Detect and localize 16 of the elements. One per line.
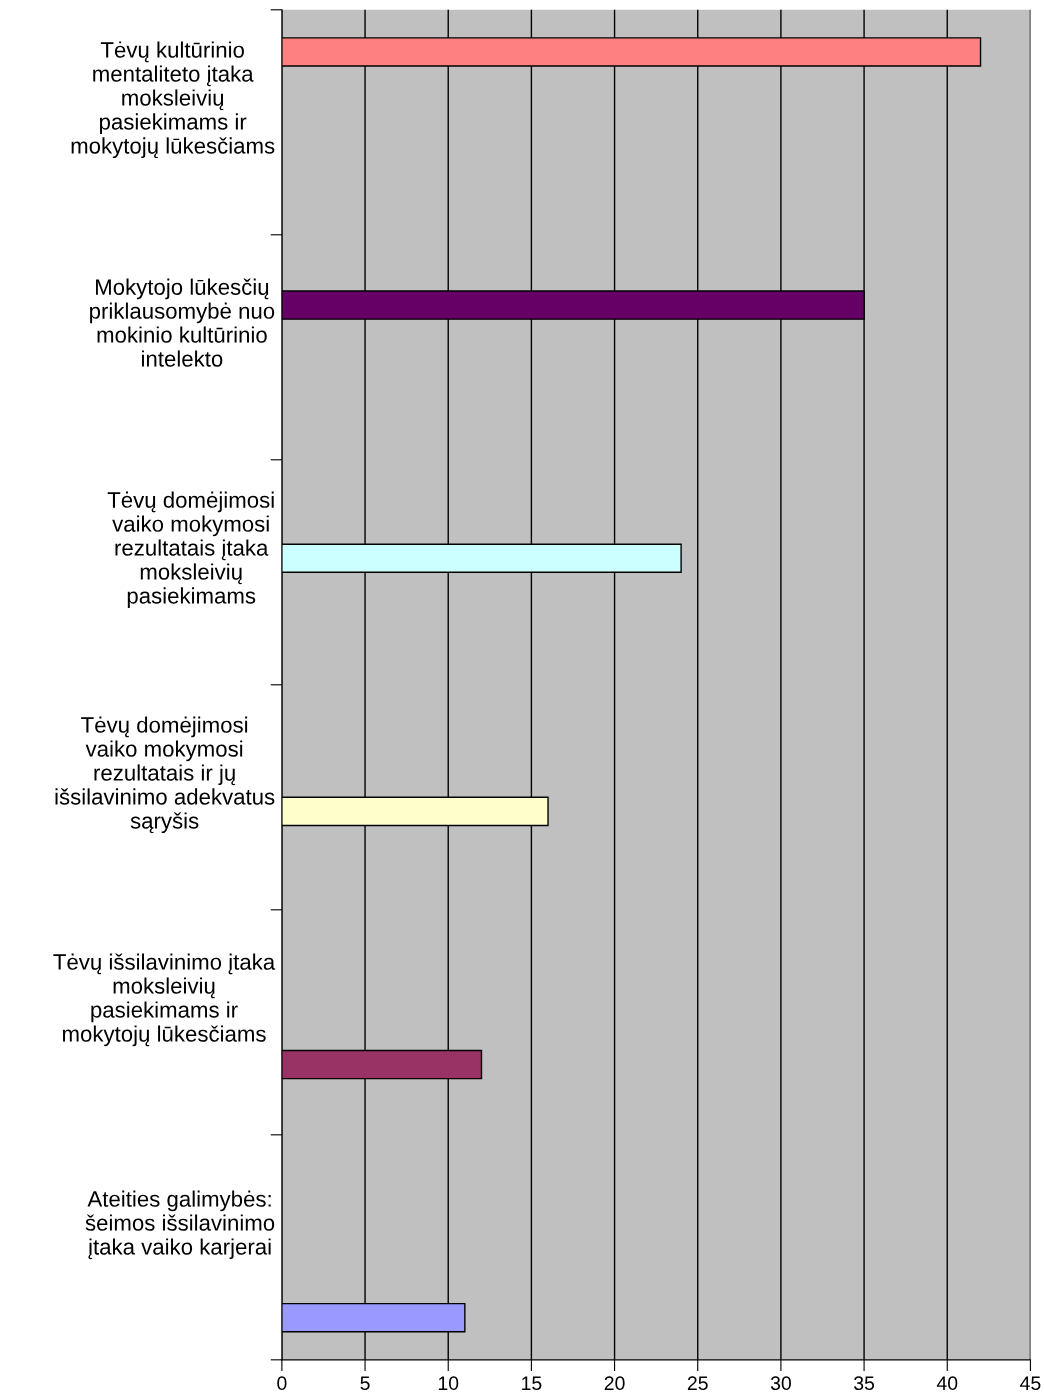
x-tick-label: 15 [522, 1376, 542, 1391]
y-tick-label: Tėvų domėjimosi vaiko mokymosi rezultatais įtaka moksleivių pasiekimams [107, 491, 274, 609]
x-tick-label: 0 [277, 1376, 287, 1391]
x-tick-label: 45 [1020, 1376, 1041, 1391]
x-tick-label: 30 [770, 1376, 791, 1391]
x-tick-label: 25 [687, 1376, 708, 1391]
x-tick-label: 5 [360, 1376, 370, 1391]
x-tick-label: 10 [438, 1376, 459, 1391]
y-tick-label: Tėvų domėjimosi vaiko mokymosi rezultatais ir jų išsilavinimo adekvatus sąryšis [55, 716, 275, 834]
x-tick-label: 20 [604, 1376, 625, 1391]
y-tick-label: Tėvų kultūrinio mentaliteto įtaka moksleivių pasiekimams ir mokytojų lūkesčiams [71, 41, 275, 159]
x-tick-label: 40 [936, 1376, 958, 1391]
x-tick-label: 35 [854, 1376, 875, 1391]
y-tick-label: Mokytojo lūkesčių priklausomybė nuo mokinio kultūrinio intelekto [90, 278, 275, 367]
y-tick-label: Ateities galimybės: šeimos išsilavinimo įtaka vaiko karjerai [85, 1190, 275, 1260]
y-tick-label: Tėvų išsilavinimo įtaka moksleivių pasiekimams ir mokytojų lūkesčiams [53, 953, 276, 1047]
